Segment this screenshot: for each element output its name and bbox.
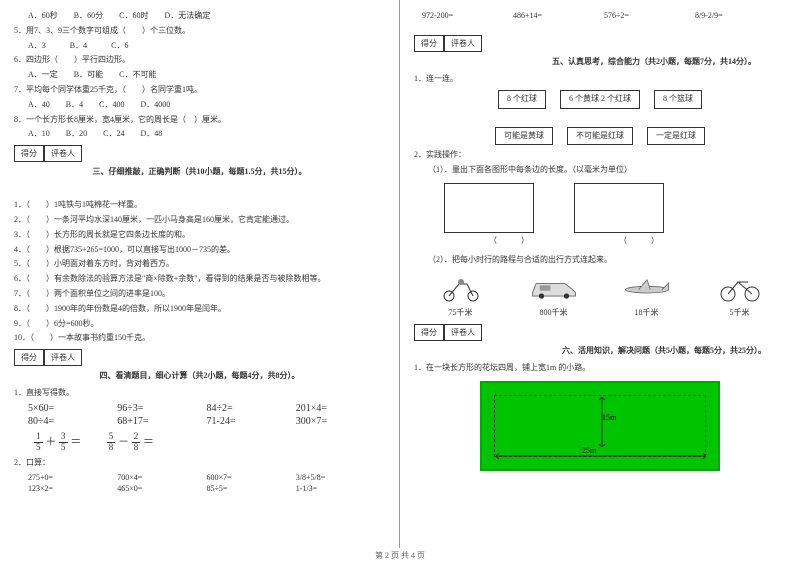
q8: 8．一个长方形长8厘米，宽4厘米，它的周长是（ ）厘米。: [14, 114, 385, 127]
transport-plane: 18千米: [622, 273, 672, 318]
grader-label: 评卷人: [444, 324, 482, 341]
q6-options: A．一定 B．可能 C．不可能: [14, 69, 385, 82]
m2-d: 3/8+5/8=: [296, 472, 385, 483]
lbl-a: 可能是黄球: [495, 127, 553, 146]
r-q2a: （1）．量出下面各图形中每条边的长度。（以毫米为单位）: [414, 164, 786, 177]
transport-car: 800千米: [529, 273, 579, 318]
flowerbed-diagram: 15m 25m: [480, 381, 720, 471]
ball-row: 8 个红球 6 个黄球 2 个红球 8 个篮球: [414, 90, 786, 109]
bike-icon: [715, 273, 765, 303]
math-row-2: 275+0= 700×4= 600×7= 3/8+5/8= 123×2= 465…: [14, 472, 385, 494]
plane-icon: [622, 273, 672, 303]
blank-1: （ ）: [464, 235, 554, 246]
m2-h: 1-1/3=: [296, 483, 385, 494]
score-box-3: 得分 评卷人: [14, 145, 385, 162]
p1: 1．在一块长方形的花坛四周，铺上宽1m 的小路。: [414, 362, 786, 375]
m-d: 201×4=: [296, 402, 385, 415]
j10: 10．（ ）一本故事书约重150千克。: [14, 332, 385, 345]
dist-b: 800千米: [529, 307, 579, 318]
r-q2b: （2）．把每小时行的路程与合适的出行方式连起来。: [414, 254, 786, 267]
m2-c: 600×7=: [207, 472, 296, 483]
m2-f: 465×0=: [117, 483, 206, 494]
blank-row: （ ） （ ）: [464, 235, 786, 246]
section-6-title: 六、活用知识，解决问题（共5小题，每题5分，共25分）。: [414, 345, 786, 356]
lbl-c: 一定是红球: [647, 127, 705, 146]
tc-c: 576÷2=: [604, 10, 695, 21]
tc-d: 8/9-2/9=: [695, 10, 786, 21]
m-g: 71-24=: [207, 415, 296, 428]
r-q1: 1．连一连。: [414, 73, 786, 86]
frac-row: 15 ＋ 35 ＝ 58 － 28 ＝: [14, 432, 385, 453]
tc-b: 486+14=: [513, 10, 604, 21]
j8: 8．（ ）1900年的年份数是4的倍数，所以1900年是闰年。: [14, 303, 385, 316]
section-3-title: 三、仔细推敲，正确判断（共10小题，每题1.5分，共15分）。: [14, 166, 385, 177]
m-a: 5×60=: [28, 402, 117, 415]
j7: 7．（ ）两个面积单位之间的进率是100。: [14, 288, 385, 301]
page-footer: 第 2 页 共 4 页: [0, 550, 800, 561]
j1: 1．（ ）1吨铁与1吨棉花一样重。: [14, 199, 385, 212]
label-row: 可能是黄球 不可能是红球 一定是红球: [414, 127, 786, 146]
q7-options: A．40 B．4 C．400 D．4000: [14, 99, 385, 112]
m-b: 96÷3=: [117, 402, 206, 415]
section-4-title: 四、看清题目，细心计算（共2小题，每题4分，共8分）。: [14, 370, 385, 381]
r-q2: 2．实践操作：: [414, 149, 786, 162]
j4: 4．（ ）根据735+265=1000，可以直接写出1000－735的差。: [14, 244, 385, 257]
ball-c: 8 个篮球: [654, 90, 702, 109]
math-row-1: 5×60= 96÷3= 84÷2= 201×4= 80÷4= 68+17= 71…: [14, 402, 385, 428]
blank-2: （ ）: [594, 235, 684, 246]
q5: 5．用7、3、9三个数字可组成（ ）个三位数。: [14, 25, 385, 38]
ball-a: 8 个红球: [498, 90, 546, 109]
top-calc-row: 972-200= 486+14= 576÷2= 8/9-2/9=: [414, 10, 786, 21]
score-label: 得分: [414, 35, 444, 52]
score-box-6: 得分 评卷人: [414, 324, 786, 341]
q7: 7．平均每个同学体重25千克，（ ）名同学重1吨。: [14, 84, 385, 97]
calc2-label: 2．口算：: [14, 457, 385, 470]
score-label: 得分: [14, 145, 44, 162]
transport-row: 75千米 800千米 18千米 5千米: [414, 273, 786, 318]
j6: 6．（ ）有余数除法的验算方法是"商×除数+余数"，看得到的结果是否与被除数相等…: [14, 273, 385, 286]
m-h: 300×7=: [296, 415, 385, 428]
m-c: 84÷2=: [207, 402, 296, 415]
m2-b: 700×4=: [117, 472, 206, 483]
q8-options: A．10 B．20 C．24 D．48: [14, 128, 385, 141]
m2-a: 275+0=: [28, 472, 117, 483]
car-icon: [529, 273, 579, 303]
j5: 5．（ ）小明面对着东方时，背对着西方。: [14, 258, 385, 271]
q5-options: A．3 B．4 C．6: [14, 40, 385, 53]
lbl-b: 不可能是红球: [567, 127, 633, 146]
m-e: 80÷4=: [28, 415, 117, 428]
dist-a: 75千米: [436, 307, 486, 318]
measure-box-2: [574, 183, 664, 233]
grader-label: 评卷人: [44, 349, 82, 366]
m2-g: 85÷5=: [207, 483, 296, 494]
tc-a: 972-200=: [422, 10, 513, 21]
grader-label: 评卷人: [44, 145, 82, 162]
q6: 6．四边形（ ）平行四边形。: [14, 54, 385, 67]
j9: 9．（ ）6分=600秒。: [14, 318, 385, 331]
j2: 2．（ ）一条河平均水深140厘米，一匹小马身高是160厘米，它肯定能通过。: [14, 214, 385, 227]
ball-b: 6 个黄球 2 个红球: [560, 90, 640, 109]
j3: 3．（ ）长方形的周长就是它四条边长度的和。: [14, 229, 385, 242]
m-f: 68+17=: [117, 415, 206, 428]
score-box-5: 得分 评卷人: [414, 35, 786, 52]
m2-e: 123×2=: [28, 483, 117, 494]
measure-boxes: [444, 183, 786, 233]
calc1-label: 1．直接写得数。: [14, 387, 385, 400]
transport-motorbike: 75千米: [436, 273, 486, 318]
grader-label: 评卷人: [444, 35, 482, 52]
score-label: 得分: [14, 349, 44, 366]
score-box-4: 得分 评卷人: [14, 349, 385, 366]
section-5-title: 五、认真思考，综合能力（共2小题，每题7分，共14分）。: [414, 56, 786, 67]
score-label: 得分: [414, 324, 444, 341]
measure-box-1: [444, 183, 534, 233]
right-column: 972-200= 486+14= 576÷2= 8/9-2/9= 得分 评卷人 …: [400, 0, 800, 548]
motorbike-icon: [436, 273, 486, 303]
q4-options: A．60秒 B．60分 C．60时 D．无法确定: [14, 10, 385, 23]
page: A．60秒 B．60分 C．60时 D．无法确定 5．用7、3、9三个数字可组成…: [0, 0, 800, 548]
dist-c: 18千米: [622, 307, 672, 318]
transport-bike: 5千米: [715, 273, 765, 318]
dist-d: 5千米: [715, 307, 765, 318]
left-column: A．60秒 B．60分 C．60时 D．无法确定 5．用7、3、9三个数字可组成…: [0, 0, 400, 548]
